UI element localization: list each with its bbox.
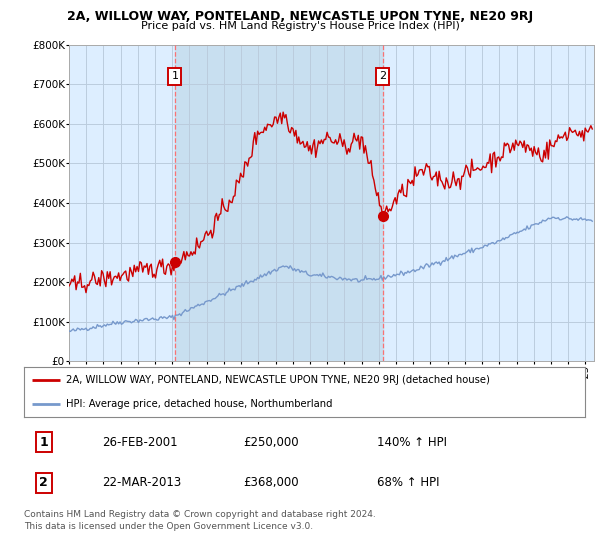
Text: HPI: Average price, detached house, Northumberland: HPI: Average price, detached house, Nort…	[66, 399, 332, 409]
Text: Price paid vs. HM Land Registry's House Price Index (HPI): Price paid vs. HM Land Registry's House …	[140, 21, 460, 31]
Text: 2A, WILLOW WAY, PONTELAND, NEWCASTLE UPON TYNE, NE20 9RJ: 2A, WILLOW WAY, PONTELAND, NEWCASTLE UPO…	[67, 10, 533, 22]
Text: 1: 1	[39, 436, 48, 449]
Text: 68% ↑ HPI: 68% ↑ HPI	[377, 477, 440, 489]
Text: £368,000: £368,000	[243, 477, 298, 489]
Text: £250,000: £250,000	[243, 436, 298, 449]
Text: This data is licensed under the Open Government Licence v3.0.: This data is licensed under the Open Gov…	[24, 522, 313, 531]
Text: 2: 2	[39, 477, 48, 489]
Text: 2A, WILLOW WAY, PONTELAND, NEWCASTLE UPON TYNE, NE20 9RJ (detached house): 2A, WILLOW WAY, PONTELAND, NEWCASTLE UPO…	[66, 375, 490, 385]
Text: 2: 2	[379, 72, 386, 81]
Bar	[175, 45, 383, 361]
Text: 22-MAR-2013: 22-MAR-2013	[103, 477, 182, 489]
Text: 140% ↑ HPI: 140% ↑ HPI	[377, 436, 448, 449]
Text: Contains HM Land Registry data © Crown copyright and database right 2024.: Contains HM Land Registry data © Crown c…	[24, 510, 376, 519]
Text: 1: 1	[172, 72, 178, 81]
Text: 26-FEB-2001: 26-FEB-2001	[103, 436, 178, 449]
